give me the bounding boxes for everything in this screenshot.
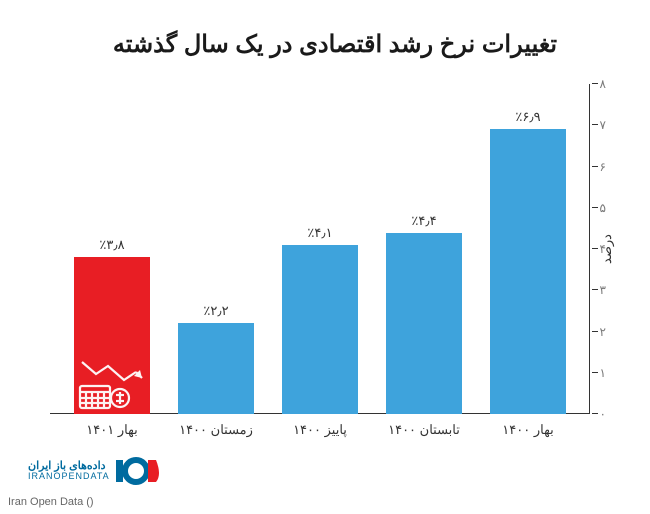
bar-wrap: ٪۴٫۴تابستان ۱۴۰۰ — [372, 84, 476, 414]
bar-value-label: ٪۲٫۲ — [203, 303, 228, 319]
y-tick — [592, 372, 598, 373]
bar-wrap: ٪۳٫۸بهار ۱۴۰۱ — [60, 84, 164, 414]
bar — [490, 129, 567, 414]
y-tick — [592, 331, 598, 332]
y-tick — [592, 124, 598, 125]
y-tick — [592, 166, 598, 167]
y-tick-label: ۴ — [600, 242, 606, 256]
bar-value-label: ٪۴٫۴ — [411, 213, 436, 229]
y-tick-label: ۸ — [600, 77, 606, 91]
bar-wrap: ٪۶٫۹بهار ۱۴۰۰ — [476, 84, 580, 414]
y-tick-label: ۱ — [600, 366, 606, 380]
x-axis-label: پاییز ۱۴۰۰ — [293, 422, 347, 438]
branding-logo: داده‌های باز ایران IRANOPENDATA — [28, 456, 160, 486]
y-tick-label: ۰ — [600, 407, 606, 421]
y-tick — [592, 83, 598, 84]
brand-en: IRANOPENDATA — [28, 472, 110, 482]
x-axis-label: بهار ۱۴۰۱ — [86, 422, 137, 438]
y-tick — [592, 413, 598, 414]
x-axis-label: تابستان ۱۴۰۰ — [388, 422, 460, 438]
y-tick-label: ۵ — [600, 201, 606, 215]
chart-title: تغییرات نرخ رشد اقتصادی در یک سال گذشته — [50, 30, 620, 59]
x-axis-label: بهار ۱۴۰۰ — [502, 422, 553, 438]
y-tick — [592, 248, 598, 249]
image-caption: Iran Open Data () — [8, 496, 94, 508]
bar-wrap: ٪۴٫۱پاییز ۱۴۰۰ — [268, 84, 372, 414]
bar-wrap: ٪۲٫۲زمستان ۱۴۰۰ — [164, 84, 268, 414]
y-tick — [592, 289, 598, 290]
y-tick-label: ۶ — [600, 160, 606, 174]
plot-area: درصد ٪۶٫۹بهار ۱۴۰۰٪۴٫۴تابستان ۱۴۰۰٪۴٫۱پا… — [50, 84, 590, 414]
bar — [282, 245, 359, 414]
bar — [178, 323, 255, 414]
chart-container: تغییرات نرخ رشد اقتصادی در یک سال گذشته … — [0, 0, 650, 514]
bar-value-label: ٪۶٫۹ — [515, 109, 540, 125]
bar — [386, 233, 463, 415]
bar-value-label: ٪۴٫۱ — [307, 225, 332, 241]
x-axis-label: زمستان ۱۴۰۰ — [179, 422, 253, 438]
y-tick — [592, 207, 598, 208]
decline-chart-icon — [76, 352, 146, 412]
bar-value-label: ٪۳٫۸ — [99, 237, 124, 253]
y-tick-label: ۲ — [600, 325, 606, 339]
bar — [74, 257, 151, 414]
y-tick-label: ۷ — [600, 118, 606, 132]
bars-group: ٪۶٫۹بهار ۱۴۰۰٪۴٫۴تابستان ۱۴۰۰٪۴٫۱پاییز ۱… — [50, 84, 590, 414]
brand-mark-icon — [116, 456, 160, 486]
y-tick-label: ۳ — [600, 283, 606, 297]
